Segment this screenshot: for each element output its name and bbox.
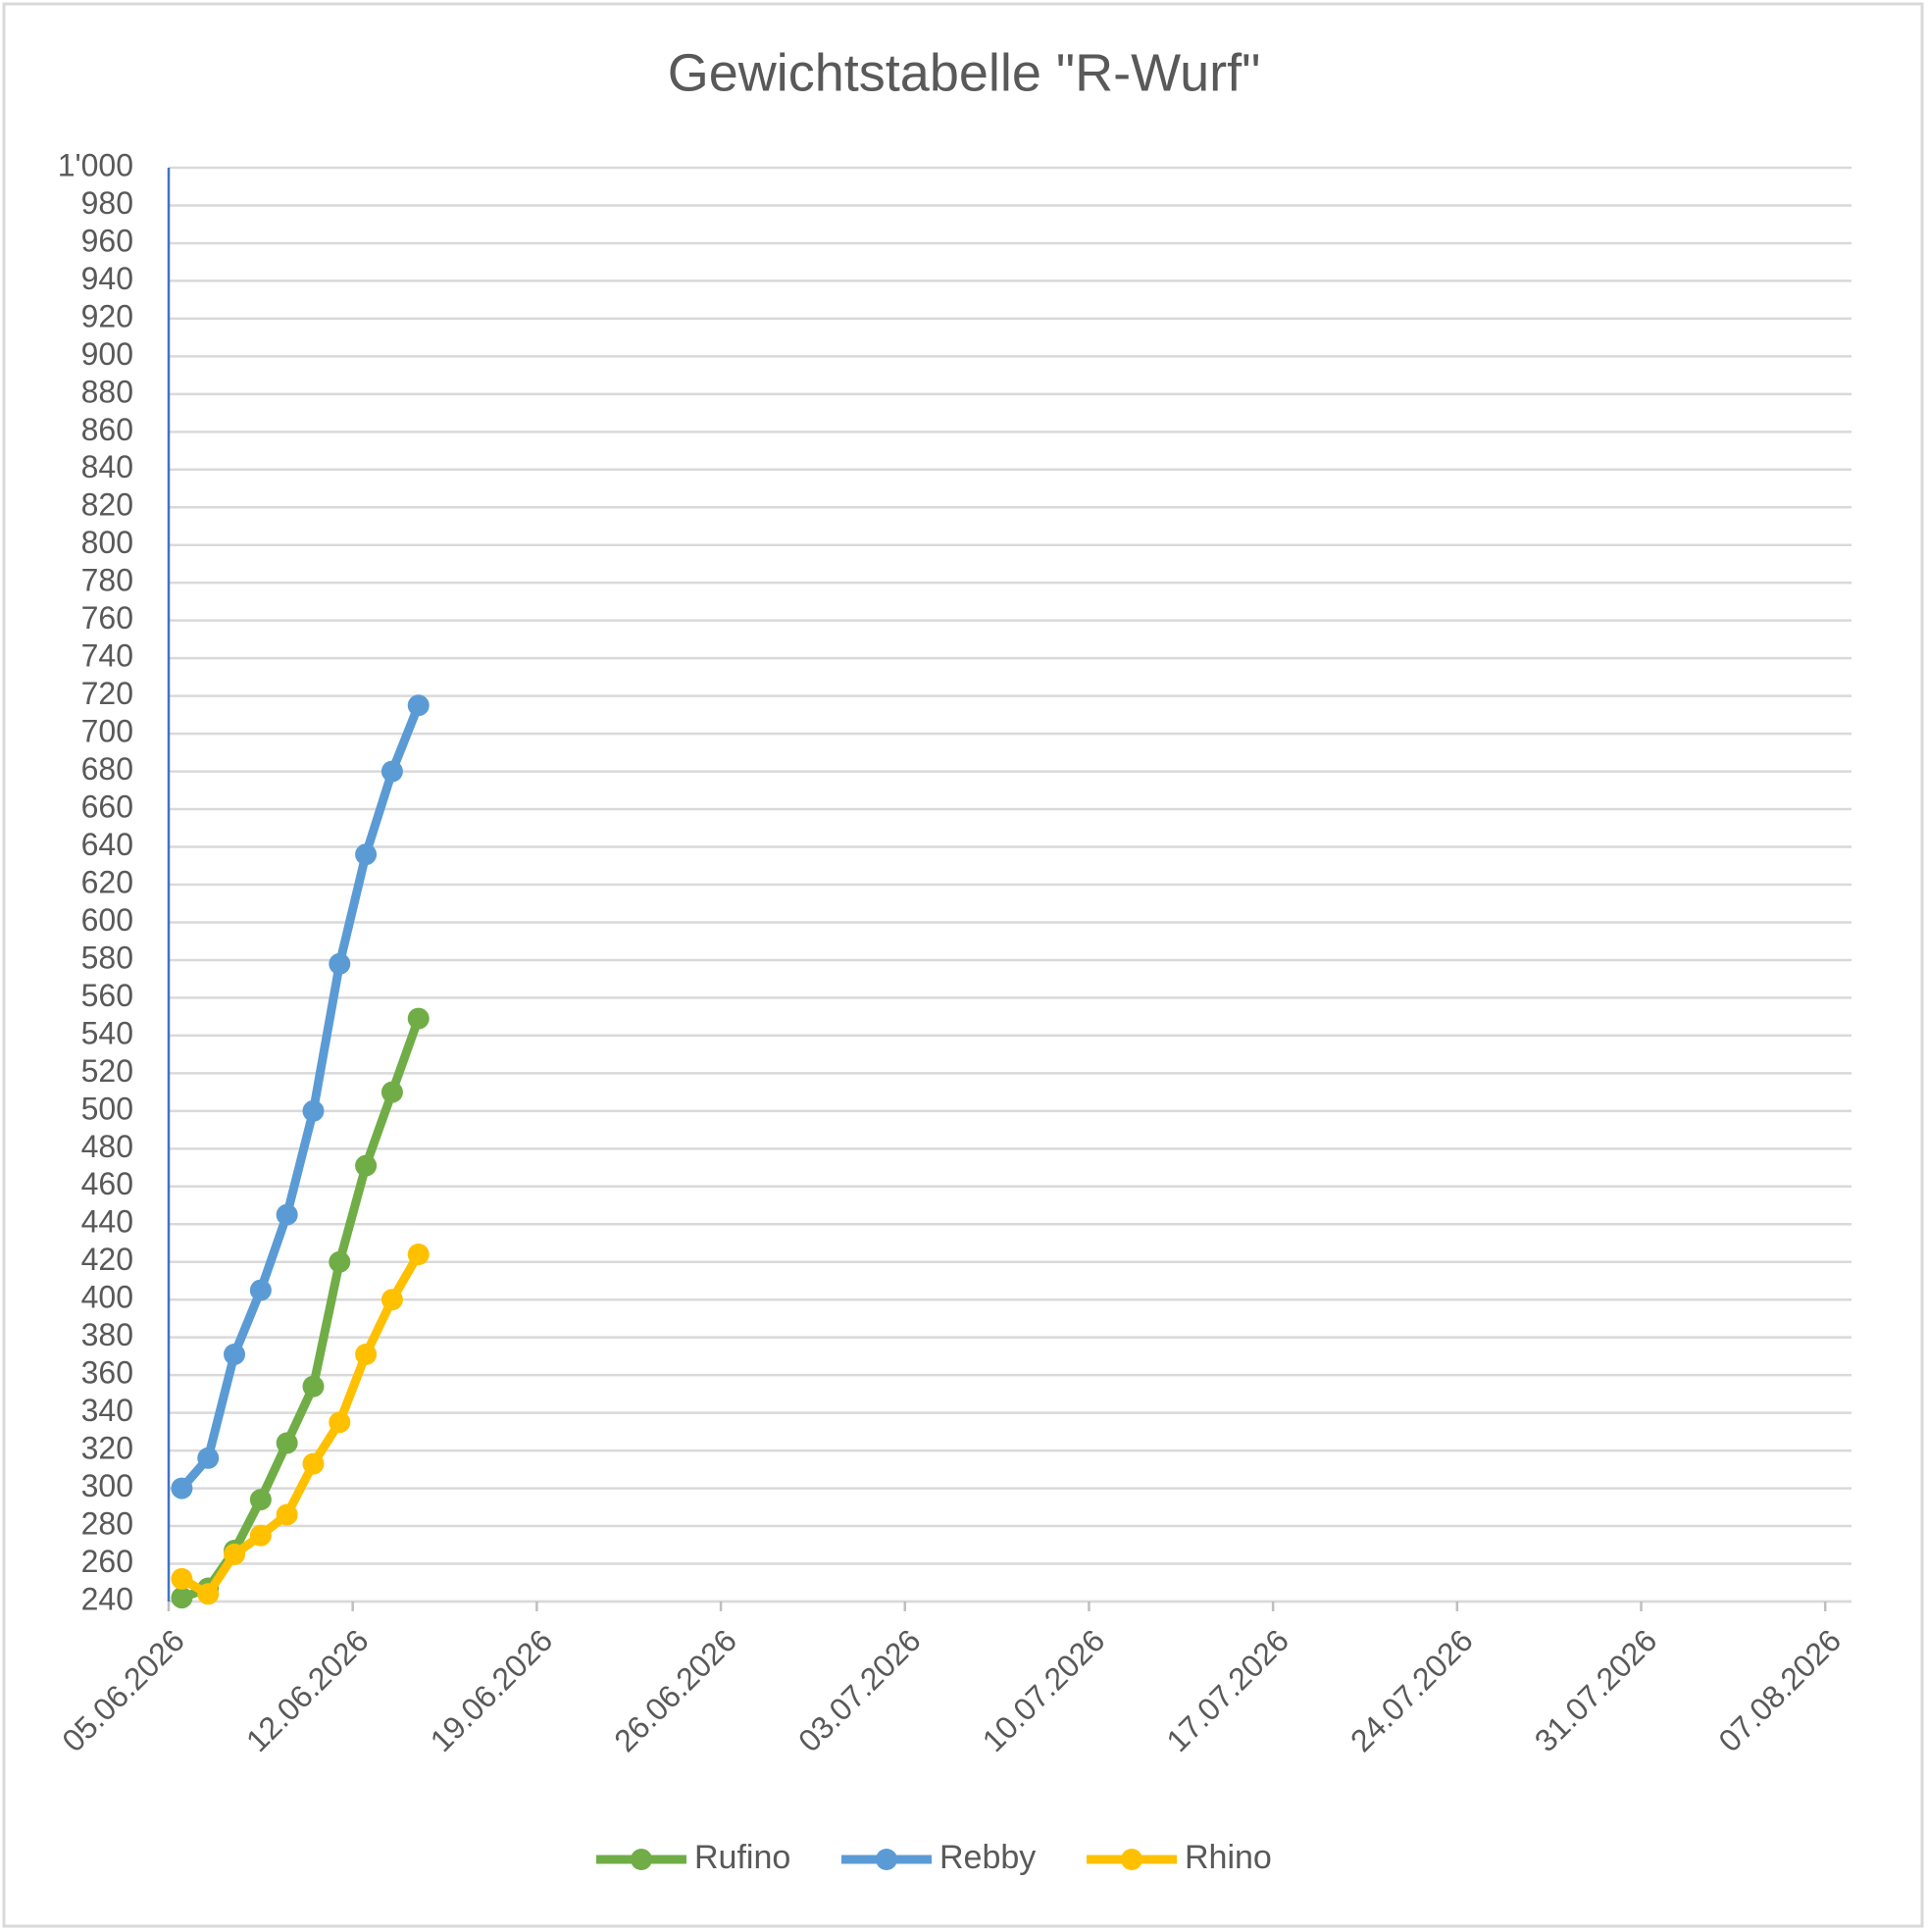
y-tick-label: 420 <box>81 1242 133 1277</box>
chart-title: Gewichtstabelle "R-Wurf" <box>668 43 1261 102</box>
y-tick-label: 580 <box>81 940 133 975</box>
data-point <box>329 952 351 975</box>
y-tick-label: 380 <box>81 1317 133 1352</box>
y-tick-label: 640 <box>81 827 133 862</box>
y-tick-label: 600 <box>81 902 133 938</box>
data-point <box>224 1543 246 1565</box>
legend-label: Rebby <box>939 1839 1036 1876</box>
data-point <box>355 843 378 866</box>
y-tick-label: 280 <box>81 1506 133 1542</box>
data-point <box>407 1244 430 1266</box>
legend-marker <box>1121 1849 1142 1870</box>
y-tick-label: 560 <box>81 978 133 1013</box>
legend-marker <box>631 1849 652 1870</box>
y-tick-label: 520 <box>81 1053 133 1089</box>
y-tick-label: 360 <box>81 1355 133 1391</box>
y-tick-label: 400 <box>81 1280 133 1315</box>
y-tick-label: 800 <box>81 525 133 560</box>
y-tick-label: 700 <box>81 714 133 749</box>
data-point <box>329 1411 351 1434</box>
data-point <box>407 694 430 717</box>
legend-label: Rufino <box>694 1839 790 1876</box>
data-point <box>171 1587 193 1609</box>
data-point <box>249 1279 272 1301</box>
y-tick-label: 260 <box>81 1544 133 1579</box>
y-tick-label: 900 <box>81 336 133 372</box>
data-point <box>355 1343 378 1365</box>
data-point <box>381 760 403 783</box>
data-point <box>249 1489 272 1511</box>
data-point <box>276 1432 298 1454</box>
y-tick-label: 1'000 <box>58 147 133 182</box>
data-point <box>276 1503 298 1526</box>
data-point <box>197 1447 220 1469</box>
y-tick-label: 960 <box>81 223 133 258</box>
y-tick-label: 240 <box>81 1581 133 1616</box>
data-point <box>381 1081 403 1103</box>
y-tick-label: 840 <box>81 449 133 484</box>
y-tick-label: 860 <box>81 412 133 447</box>
y-tick-label: 500 <box>81 1091 133 1126</box>
y-tick-label: 760 <box>81 600 133 636</box>
y-tick-label: 620 <box>81 864 133 899</box>
y-tick-label: 980 <box>81 185 133 221</box>
y-tick-label: 940 <box>81 261 133 296</box>
y-tick-label: 680 <box>81 751 133 787</box>
data-point <box>355 1154 378 1177</box>
data-point <box>171 1567 193 1590</box>
legend-marker <box>876 1849 897 1870</box>
data-point <box>407 1007 430 1030</box>
y-tick-label: 440 <box>81 1204 133 1240</box>
data-point <box>249 1524 272 1547</box>
legend-label: Rhino <box>1185 1839 1272 1876</box>
y-tick-label: 880 <box>81 374 133 409</box>
y-tick-label: 540 <box>81 1015 133 1050</box>
y-tick-label: 320 <box>81 1431 133 1466</box>
data-point <box>381 1289 403 1311</box>
data-point <box>197 1583 220 1605</box>
y-tick-label: 480 <box>81 1129 133 1164</box>
y-tick-label: 720 <box>81 676 133 711</box>
data-point <box>329 1250 351 1273</box>
data-point <box>302 1375 325 1398</box>
data-point <box>224 1343 246 1365</box>
data-point <box>302 1452 325 1475</box>
y-tick-label: 300 <box>81 1468 133 1503</box>
data-point <box>171 1477 193 1500</box>
y-tick-label: 920 <box>81 298 133 333</box>
y-tick-label: 460 <box>81 1166 133 1201</box>
data-point <box>302 1099 325 1122</box>
y-tick-label: 660 <box>81 789 133 825</box>
series-line <box>179 1251 423 1599</box>
y-tick-label: 780 <box>81 563 133 598</box>
y-tick-label: 740 <box>81 638 133 674</box>
series-line <box>178 703 423 1492</box>
data-point <box>276 1203 298 1226</box>
y-tick-label: 340 <box>81 1393 133 1428</box>
y-tick-label: 820 <box>81 487 133 523</box>
